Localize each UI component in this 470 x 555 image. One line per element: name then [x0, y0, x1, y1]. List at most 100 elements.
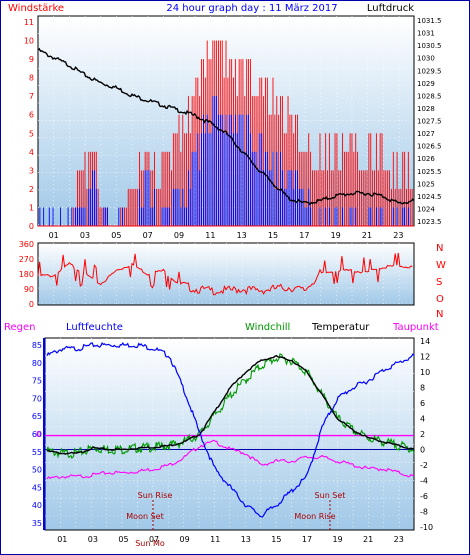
pressure-tick-label: 1027.5: [417, 118, 442, 126]
time-tick-label: 15: [271, 535, 281, 544]
pressure-tick-label: 1028.5: [417, 92, 442, 100]
pressure-tick-label: 1025: [417, 180, 435, 188]
wind-speed-tick-label: 2: [29, 185, 34, 194]
temperature-tick-label: 0: [420, 446, 425, 455]
wind-speed-tick-label: 1: [29, 203, 34, 212]
wind-speed-tick-label: 6: [29, 111, 34, 120]
time-tick-label: 03: [80, 231, 90, 240]
time-tick-label: 01: [57, 535, 67, 544]
humidity-tick-label: 75: [32, 377, 42, 386]
temperature-axis: -10 -8 -6 -4 -2 0 2 4 6 8 10 12 14: [420, 337, 433, 532]
sun-set-label: Sun Set: [315, 491, 346, 500]
humidity-axis: 35 40 45 50 55 60 65 70 75 80 85: [32, 338, 45, 530]
pressure-tick-label: 1029: [417, 80, 435, 88]
dewpoint-line: [46, 439, 415, 480]
zero-marker-label: 0: [36, 430, 41, 439]
time-tick-label: 05: [118, 535, 128, 544]
humidity-tick-label: 80: [32, 359, 42, 368]
direction-tick-label: 270: [19, 255, 34, 264]
windstaerke-label: Windstärke: [8, 3, 64, 14]
pressure-tick-label: 1026.5: [417, 143, 442, 151]
pressure-line-group: [37, 47, 415, 206]
temperature-tick-label: 6: [420, 399, 425, 408]
time-axis-bottom: 01 03 05 07 09 11 13 15 17 19 21 23: [57, 535, 404, 544]
temperature-tick-label: -2: [420, 461, 428, 470]
pressure-tick-label: 1028: [417, 105, 435, 113]
temperature-tick-label: 12: [420, 353, 430, 362]
humidity-line: [46, 342, 415, 518]
compass-label: W: [436, 260, 446, 271]
temperature-tick-label: -8: [420, 508, 428, 517]
time-tick-label: 17: [299, 231, 309, 240]
pressure-tick-label: 1031.5: [417, 17, 442, 25]
direction-tick-label: 180: [19, 270, 34, 279]
direction-tick-label: 90: [24, 285, 34, 294]
wind-speed-tick-label: 0: [29, 222, 34, 231]
legend-temperatur: Temperatur: [311, 322, 370, 333]
compass-label: S: [436, 277, 442, 288]
luftdruck-label: Luftdruck: [367, 3, 414, 14]
humidity-temp-lines: [46, 342, 415, 518]
chart-title: 24 hour graph day : 11 März 2017: [166, 3, 337, 14]
time-tick-label: 23: [393, 231, 403, 240]
time-tick-label: 07: [143, 231, 153, 240]
wind-direction-line-group: [37, 252, 413, 296]
compass-label: N: [436, 309, 443, 320]
time-tick-label: 11: [205, 231, 215, 240]
time-tick-label: 13: [241, 535, 251, 544]
time-tick-label: 21: [362, 231, 372, 240]
temperature-tick-label: -4: [420, 477, 428, 486]
legend-windchill: Windchill: [245, 322, 290, 333]
time-tick-label: 09: [174, 231, 184, 240]
temperature-tick-label: 2: [420, 430, 425, 439]
windchill-line: [46, 353, 415, 459]
time-axis-top: 01 03 05 07 09 11 13 15 17 19 21 23: [49, 231, 404, 240]
wind-direction-grid: [38, 243, 414, 305]
time-tick-label: 17: [302, 535, 312, 544]
time-tick-label: 13: [237, 231, 247, 240]
pressure-tick-label: 1030: [417, 55, 435, 63]
pressure-tick-label: 1024: [417, 205, 435, 213]
wind-speed-tick-label: 8: [29, 74, 34, 83]
time-tick-label: 01: [49, 231, 59, 240]
pressure-tick-label: 1026: [417, 155, 435, 163]
time-tick-label: 09: [180, 535, 190, 544]
pressure-tick-label: 1023.5: [417, 218, 442, 226]
temperature-tick-label: -6: [420, 492, 428, 501]
direction-tick-label: 0: [29, 300, 34, 309]
wind-speed-tick-label: 10: [24, 37, 34, 46]
humidity-tick-label: 55: [32, 448, 42, 457]
direction-tick-label: 360: [19, 240, 34, 249]
time-tick-label: 03: [88, 535, 98, 544]
pressure-tick-label: 1031: [417, 30, 435, 38]
time-tick-label: 21: [363, 535, 373, 544]
compass-label: O: [436, 294, 444, 305]
humidity-temp-grid: [45, 338, 414, 530]
wind-speed-tick-label: 3: [29, 166, 34, 175]
temperature-tick-label: -10: [420, 523, 433, 532]
temperature-tick-label: 4: [420, 415, 425, 424]
wind-speed-tick-label: 9: [29, 55, 34, 64]
humidity-tick-label: 60: [32, 430, 42, 439]
pressure-tick-label: 1029.5: [417, 67, 442, 75]
legend-luftfeuchte: Luftfeuchte: [66, 322, 123, 333]
temperature-tick-label: 10: [420, 368, 430, 377]
temperature-tick-label: 8: [420, 384, 425, 393]
humidity-tick-label: 50: [32, 466, 42, 475]
time-tick-label: 19: [332, 535, 342, 544]
wind-speed-tick-label: 11: [24, 18, 34, 27]
temperature-line: [46, 354, 415, 455]
wind-direction-line: [37, 252, 413, 296]
wind-bars: [38, 40, 414, 227]
wind-direction-plot-area: [37, 242, 415, 306]
pressure-tick-label: 1025.5: [417, 168, 442, 176]
sun-rise-label: Sun Rise: [138, 491, 173, 500]
pressure-tick-label: 1030.5: [417, 42, 442, 50]
time-tick-label: 05: [111, 231, 121, 240]
time-tick-label: 19: [331, 231, 341, 240]
time-tick-label: 15: [268, 231, 278, 240]
humidity-tick-label: 40: [32, 501, 42, 510]
pressure-axis: 1023.5 1024 1024.5 1025 1025.5 1026 1026.5 1027…: [417, 17, 442, 226]
